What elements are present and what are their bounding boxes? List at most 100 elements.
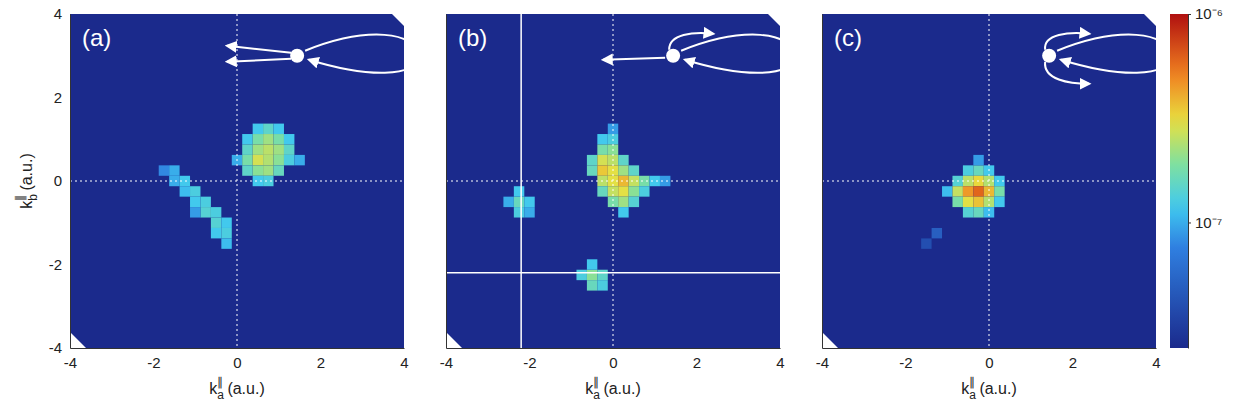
trajectory-arrow [603, 58, 665, 60]
heat-cell [629, 197, 639, 207]
tick-label: 2 [693, 354, 701, 371]
heat-cell [973, 197, 983, 207]
heat-cell [253, 144, 263, 154]
panel: (a)-4-2024-4-2024ka∥ (a.u.)kb∥ (a.u.) [13, 5, 417, 402]
axis-line [71, 348, 405, 349]
colorbar-gradient [1170, 14, 1188, 348]
heat-cell [284, 134, 294, 144]
x-axis-title: ka∥ (a.u.) [961, 375, 1016, 402]
trajectory-arrow [227, 59, 291, 62]
trajectory-arrow [305, 35, 417, 73]
tick-label: 10⁻⁷ [1195, 214, 1222, 231]
heat-cell [587, 280, 597, 290]
heat-cell [587, 155, 597, 165]
heat-cell [263, 124, 273, 134]
corner-cut [822, 332, 838, 348]
ion-dot [1042, 49, 1056, 63]
heat-cell [963, 186, 973, 196]
heat-cell [994, 197, 1004, 207]
corner-cut [70, 332, 86, 348]
tick-label: 4 [400, 354, 408, 371]
trajectory-icon [1042, 33, 1169, 84]
heat-cell [190, 197, 200, 207]
trajectory-arrow [1045, 62, 1089, 84]
y-axis: -4-2024 [49, 5, 71, 356]
tick: -4 [816, 348, 829, 371]
heat-cell [994, 186, 1004, 196]
heat-cell [597, 144, 607, 154]
heat-cell [503, 197, 513, 207]
heat-cell [274, 134, 284, 144]
ion-dot [290, 49, 304, 63]
axis-title-unit: (a.u.) [599, 380, 641, 397]
tick: 0 [985, 348, 993, 371]
ion-dot [666, 49, 680, 63]
heat-cell [942, 186, 952, 196]
heat-cell [597, 155, 607, 165]
heat-cell [963, 197, 973, 207]
heat-cell [169, 165, 179, 175]
heat-cell [932, 228, 942, 238]
heat-cell [274, 144, 284, 154]
tick: 4 [400, 348, 408, 371]
heat-cell [263, 155, 273, 165]
x-axis: -4 -2 0 2 4 [440, 348, 785, 371]
tick: -4 [64, 348, 77, 371]
y-axis [822, 15, 824, 349]
heat-cell [524, 207, 534, 217]
heat-cell [514, 197, 524, 207]
guide-line [446, 272, 780, 274]
heat-cell [242, 165, 252, 175]
heat-cell [618, 155, 628, 165]
heat-cell [639, 186, 649, 196]
heat-cell [253, 134, 263, 144]
guide-line [822, 181, 1156, 182]
axis-title-unit: (a.u.) [223, 380, 265, 397]
guide-line [70, 181, 404, 182]
plot-background [446, 14, 780, 348]
tick-label: 0 [609, 354, 617, 371]
heat-cell [921, 238, 931, 248]
panel: (c)-4-2024ka∥ (a.u.) [816, 14, 1169, 402]
heat-cell [618, 197, 628, 207]
tick-mark [1188, 222, 1191, 223]
heat-cell [514, 207, 524, 217]
tick: -2 [49, 256, 70, 273]
panel-label: (b) [458, 24, 487, 51]
axis-line [823, 348, 1157, 349]
tick: 2 [1069, 348, 1077, 371]
tick: 2 [693, 348, 701, 371]
heat-cell [263, 165, 273, 175]
tick-label: -2 [49, 256, 62, 273]
plot-background [70, 14, 404, 348]
y-axis-title: kb∥ (a.u.) [13, 153, 40, 208]
tick-label: -2 [523, 354, 536, 371]
corner-cut [446, 332, 462, 348]
heat-cell [190, 186, 200, 196]
heat-cell [587, 165, 597, 175]
tick-label: 4 [776, 354, 784, 371]
axis-line [446, 15, 447, 349]
tick-label: 2 [54, 89, 62, 106]
colorbar-axis: 10⁻⁶10⁻⁷ [1188, 5, 1223, 348]
heat-cell [629, 165, 639, 175]
heat-cell [587, 259, 597, 269]
plot-area [70, 14, 404, 348]
x-axis-title: ka∥ (a.u.) [209, 375, 264, 402]
axis-line [70, 15, 71, 349]
tick: 0 [233, 348, 241, 371]
tick: -4 [440, 348, 453, 371]
tick-mark [1188, 14, 1191, 15]
heat-cell [597, 280, 607, 290]
heat-cell [294, 155, 304, 165]
heat-cell [952, 197, 962, 207]
y-axis [446, 15, 448, 349]
guide-line [520, 14, 522, 348]
tick: -2 [523, 348, 536, 371]
tick-label: 0 [985, 354, 993, 371]
tick: 10⁻⁷ [1188, 214, 1222, 231]
heat-cell [597, 165, 607, 175]
tick-label: 0 [233, 354, 241, 371]
tick: 4 [54, 5, 70, 22]
heat-cell [963, 165, 973, 175]
